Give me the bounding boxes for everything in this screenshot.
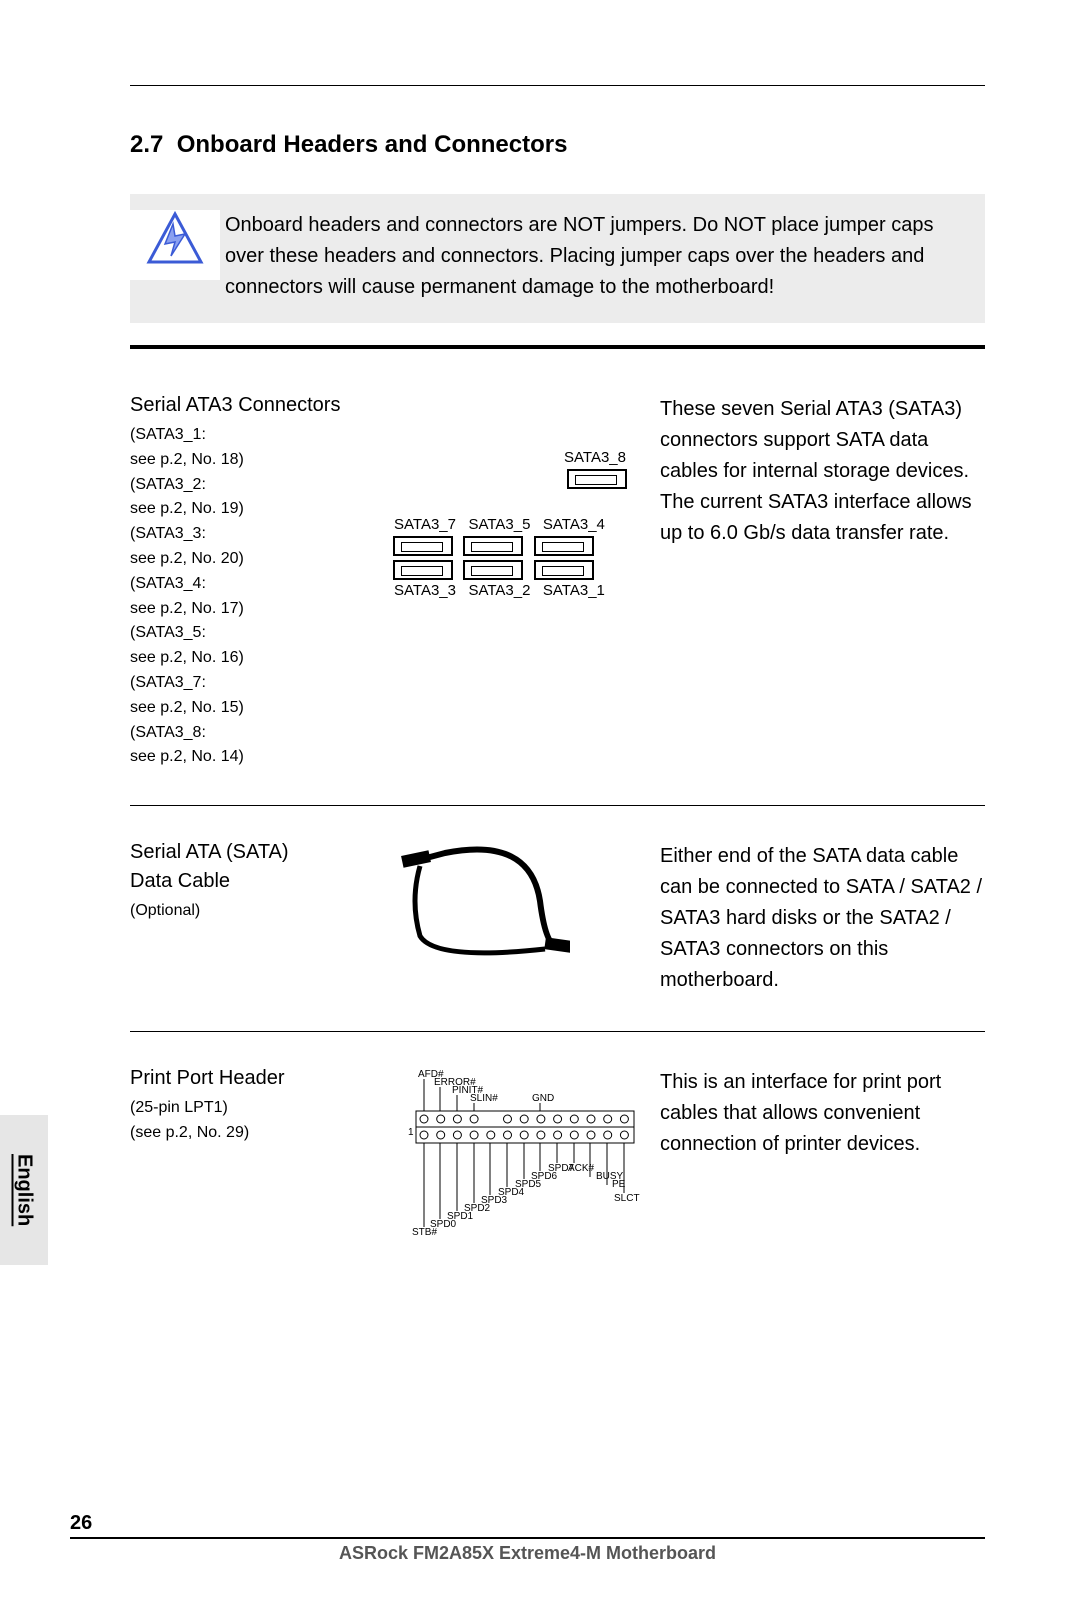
sata-port-icon bbox=[534, 560, 594, 580]
cable-title1: Serial ATA (SATA) bbox=[130, 841, 390, 864]
warning-text: Onboard headers and connectors are NOT j… bbox=[225, 210, 965, 303]
top-rule bbox=[130, 85, 985, 86]
sata-port-icon bbox=[463, 560, 523, 580]
section-title: 2.7 Onboard Headers and Connectors bbox=[130, 131, 985, 159]
sata-port-icon bbox=[567, 469, 627, 489]
sata-diagram: SATA3_8 SATA3_7 SATA3_5 SATA3_4 SATA3_3 bbox=[390, 394, 660, 770]
lpt-sub1: (25-pin LPT1) bbox=[130, 1096, 390, 1121]
sata-port-icon bbox=[534, 536, 594, 556]
cable-row: Serial ATA (SATA) Data Cable (Optional) … bbox=[130, 841, 985, 996]
sata-port-icon bbox=[463, 536, 523, 556]
page-number: 26 bbox=[70, 1512, 92, 1534]
sata-desc: These seven Serial ATA3 (SATA3) connecto… bbox=[660, 394, 985, 549]
cable-sub: (Optional) bbox=[130, 899, 390, 924]
svg-text:1: 1 bbox=[408, 1127, 414, 1138]
svg-text:GND: GND bbox=[532, 1093, 554, 1104]
warning-box: Onboard headers and connectors are NOT j… bbox=[130, 194, 985, 323]
lpt-row: Print Port Header (25-pin LPT1) (see p.2… bbox=[130, 1067, 985, 1240]
cable-desc: Either end of the SATA data cable can be… bbox=[660, 841, 985, 996]
sata-title: Serial ATA3 Connectors bbox=[130, 394, 390, 417]
lpt-title: Print Port Header bbox=[130, 1067, 390, 1090]
sata-refs: (SATA3_1: see p.2, No. 18) (SATA3_2: see… bbox=[130, 423, 390, 770]
lpt-diagram: AFD# ERROR# PINIT# SLIN# GND 1 STB# bbox=[390, 1067, 660, 1240]
svg-text:SLCT: SLCT bbox=[614, 1193, 640, 1204]
thick-rule bbox=[130, 345, 985, 349]
svg-text:ACK#: ACK# bbox=[568, 1163, 595, 1174]
divider bbox=[130, 1031, 985, 1032]
cable-diagram bbox=[390, 841, 660, 996]
sata-row: Serial ATA3 Connectors (SATA3_1: see p.2… bbox=[130, 394, 985, 770]
cable-title2: Data Cable bbox=[130, 870, 390, 893]
warning-icon bbox=[130, 210, 220, 280]
footer: 26 ASRock FM2A85X Extreme4-M Motherboard bbox=[70, 1512, 985, 1564]
lpt-desc: This is an interface for print port cabl… bbox=[660, 1067, 985, 1160]
lpt-sub2: (see p.2, No. 29) bbox=[130, 1121, 390, 1146]
divider bbox=[130, 805, 985, 806]
language-label: English bbox=[13, 1154, 36, 1226]
language-tab: English bbox=[0, 1115, 48, 1265]
footer-text: ASRock FM2A85X Extreme4-M Motherboard bbox=[70, 1543, 985, 1564]
svg-text:SLIN#: SLIN# bbox=[470, 1093, 498, 1104]
sata-port-icon bbox=[393, 560, 453, 580]
sata-port-icon bbox=[393, 536, 453, 556]
